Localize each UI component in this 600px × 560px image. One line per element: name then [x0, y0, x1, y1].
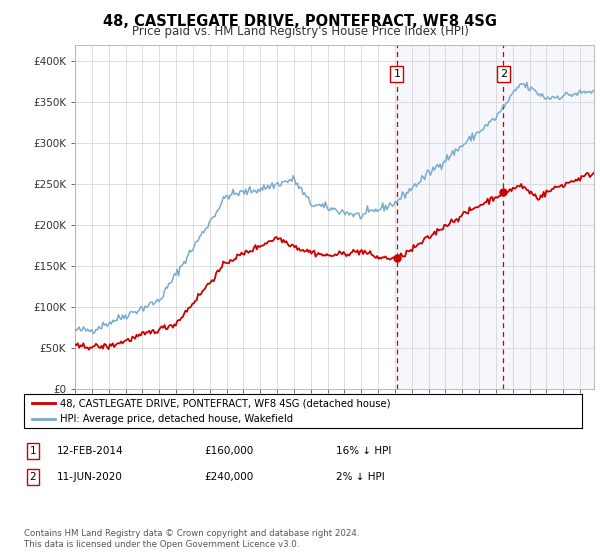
Text: 48, CASTLEGATE DRIVE, PONTEFRACT, WF8 4SG (detached house): 48, CASTLEGATE DRIVE, PONTEFRACT, WF8 4S…	[60, 398, 391, 408]
Text: 16% ↓ HPI: 16% ↓ HPI	[336, 446, 391, 456]
Text: Contains HM Land Registry data © Crown copyright and database right 2024.
This d: Contains HM Land Registry data © Crown c…	[24, 529, 359, 549]
Text: Price paid vs. HM Land Registry's House Price Index (HPI): Price paid vs. HM Land Registry's House …	[131, 25, 469, 38]
Bar	[503, 45, 594, 389]
Text: 12-FEB-2014: 12-FEB-2014	[57, 446, 124, 456]
Text: 1: 1	[394, 69, 400, 79]
Text: HPI: Average price, detached house, Wakefield: HPI: Average price, detached house, Wake…	[60, 414, 293, 424]
Text: 1: 1	[29, 446, 37, 456]
Text: 11-JUN-2020: 11-JUN-2020	[57, 472, 123, 482]
Text: 48, CASTLEGATE DRIVE, PONTEFRACT, WF8 4SG: 48, CASTLEGATE DRIVE, PONTEFRACT, WF8 4S…	[103, 14, 497, 29]
Text: 2: 2	[500, 69, 507, 79]
Bar	[397, 45, 503, 389]
Text: £240,000: £240,000	[204, 472, 253, 482]
Text: 2% ↓ HPI: 2% ↓ HPI	[336, 472, 385, 482]
Text: £160,000: £160,000	[204, 446, 253, 456]
Text: 2: 2	[29, 472, 37, 482]
